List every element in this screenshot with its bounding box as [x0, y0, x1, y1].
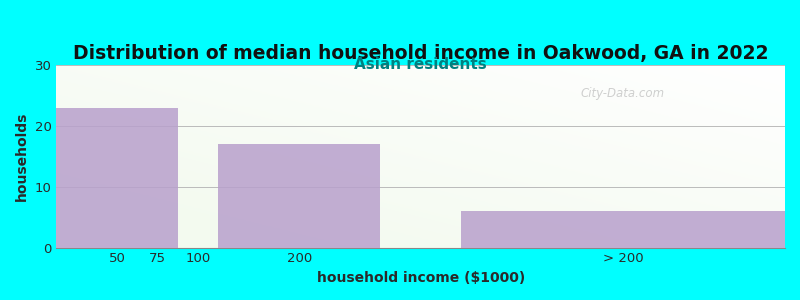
Y-axis label: households: households — [15, 112, 29, 201]
Bar — [218, 144, 380, 248]
X-axis label: household income ($1000): household income ($1000) — [317, 271, 525, 285]
Text: City-Data.com: City-Data.com — [581, 87, 665, 100]
Text: Asian residents: Asian residents — [354, 57, 487, 72]
Bar — [56, 108, 178, 247]
Bar — [461, 211, 785, 248]
Text: Distribution of median household income in Oakwood, GA in 2022: Distribution of median household income … — [73, 44, 768, 63]
